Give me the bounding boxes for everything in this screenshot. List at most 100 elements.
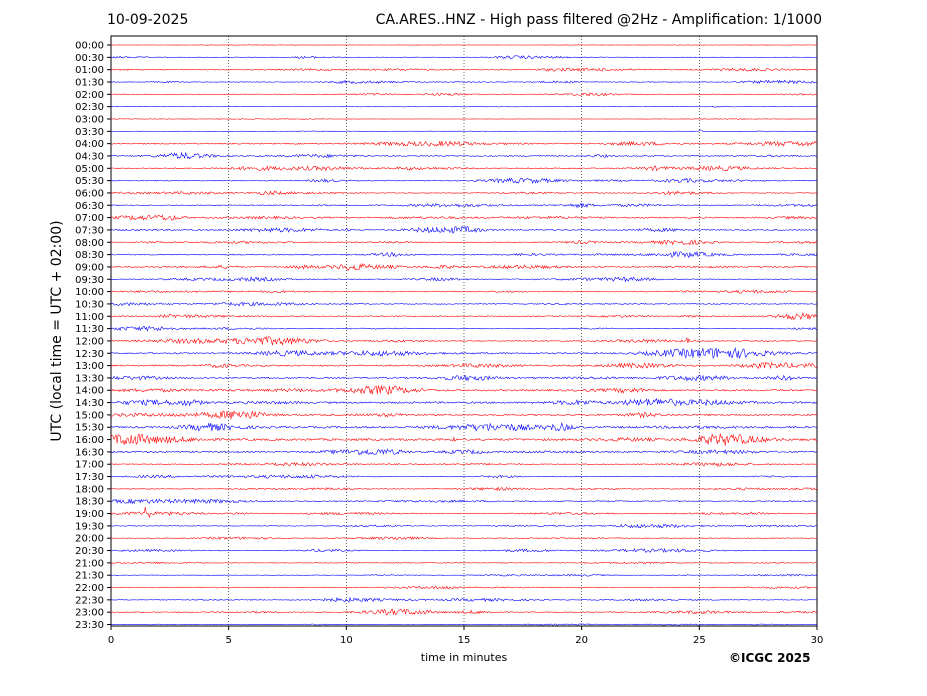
trace-0230 [110,105,818,108]
trace-1900 [110,507,818,519]
trace-1230 [110,347,818,360]
y-tick-label: 16:00 [75,435,104,446]
trace-0130 [110,79,818,85]
trace-0430 [110,151,818,160]
trace-1930 [110,523,818,529]
y-tick-label: 02:30 [75,102,104,113]
y-tick-label: 01:30 [75,77,104,88]
y-tick-label: 14:30 [75,398,104,409]
trace-0330 [110,129,818,133]
y-tick-label: 06:00 [75,188,104,199]
y-tick-label: 07:30 [75,225,104,236]
trace-1200 [110,335,818,346]
y-tick-label: 21:00 [75,558,104,569]
trace-0400 [110,140,818,147]
y-tick-label: 20:30 [75,546,104,557]
trace-2300 [110,608,818,616]
x-tick-label: 5 [225,635,231,646]
y-tick-label: 11:00 [75,312,104,323]
y-tick-label: 23:00 [75,608,104,619]
trace-1600 [110,433,818,446]
trace-1000 [110,289,818,294]
trace-0800 [110,239,818,246]
y-tick-label: 03:30 [75,127,104,138]
trace-1730 [110,474,818,479]
trace-1800 [110,486,818,492]
y-tick-label: 17:30 [75,472,104,483]
trace-0100 [110,67,818,72]
y-tick-label: 09:00 [75,262,104,273]
trace-0930 [110,276,818,283]
y-tick-label: 11:30 [75,324,104,335]
y-tick-label: 05:00 [75,164,104,175]
trace-1030 [110,301,818,307]
y-tick-label: 17:00 [75,460,104,471]
y-tick-label: 00:00 [75,41,104,52]
trace-0700 [110,214,818,221]
trace-0900 [110,262,818,272]
y-tick-label: 19:30 [75,521,104,532]
trace-0300 [110,118,818,120]
trace-0730 [110,225,818,234]
y-tick-label: 10:00 [75,287,104,298]
y-tick-label: 13:00 [75,361,104,372]
copyright-label: ©ICGC 2025 [729,651,811,665]
y-tick-label: 12:30 [75,349,104,360]
y-tick-label: 10:30 [75,299,104,310]
x-tick-label: 20 [575,635,588,646]
trace-2030 [110,547,818,553]
trace-1100 [110,312,818,321]
y-tick-label: 07:00 [75,213,104,224]
y-tick-label: 02:00 [75,90,104,101]
y-tick-label: 03:00 [75,114,104,125]
y-tick-label: 16:30 [75,447,104,458]
x-tick-label: 30 [811,635,824,646]
trace-0000 [110,44,818,46]
trace-1630 [110,448,818,456]
y-tick-label: 08:30 [75,250,104,261]
x-axis-label: time in minutes [420,651,508,664]
trace-1300 [110,361,818,370]
y-tick-label: 23:30 [75,620,104,631]
trace-1700 [110,461,818,467]
x-tick-label: 25 [693,635,706,646]
trace-0600 [110,190,818,196]
trace-2000 [110,536,818,541]
trace-2100 [110,561,818,565]
x-tick-label: 15 [458,635,471,646]
trace-0830 [110,250,818,259]
trace-0630 [110,202,818,209]
y-tick-label: 04:30 [75,151,104,162]
y-tick-label: 18:30 [75,497,104,508]
y-tick-label: 19:00 [75,509,104,520]
y-tick-label: 22:00 [75,583,104,594]
trace-0030 [110,55,818,60]
trace-1400 [110,384,818,395]
trace-1130 [110,325,818,332]
chart-title: CA.ARES..HNZ - High pass filtered @2Hz -… [375,12,822,28]
trace-0500 [110,164,818,172]
trace-0530 [110,177,818,185]
y-tick-label: 12:00 [75,336,104,347]
y-tick-label: 13:30 [75,373,104,384]
y-tick-label: 15:30 [75,423,104,434]
trace-2330 [110,623,818,626]
x-tick-label: 0 [108,635,114,646]
y-tick-label: 05:30 [75,176,104,187]
y-tick-label: 15:00 [75,410,104,421]
y-tick-label: 06:30 [75,201,104,212]
y-tick-label: 20:00 [75,534,104,545]
trace-2130 [110,573,818,577]
y-tick-label: 04:00 [75,139,104,150]
trace-2200 [110,585,818,590]
y-tick-label: 00:30 [75,53,104,64]
trace-1430 [110,397,818,407]
y-tick-label: 08:00 [75,238,104,249]
y-tick-label: 22:30 [75,595,104,606]
y-tick-label: 09:30 [75,275,104,286]
x-tick-label: 10 [340,635,353,646]
trace-1530 [110,422,818,432]
trace-1830 [110,498,818,505]
trace-1500 [110,410,818,420]
